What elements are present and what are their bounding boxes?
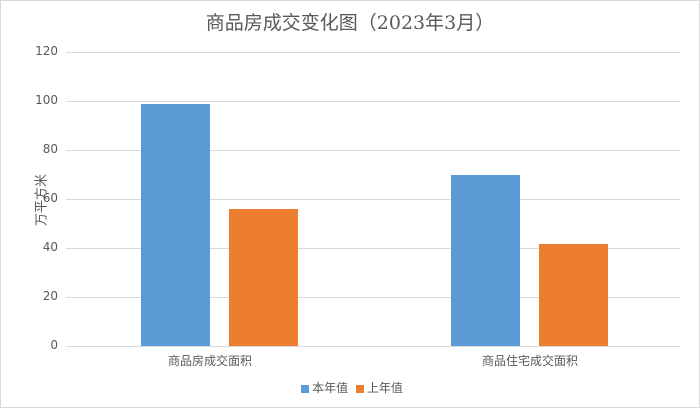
category-label: 商品房成交面积 <box>167 354 252 368</box>
bar <box>451 174 520 346</box>
gridline <box>66 199 680 200</box>
y-tick-label: 60 <box>42 191 58 205</box>
y-tick-label: 120 <box>35 44 58 58</box>
y-tick-label: 100 <box>35 93 58 107</box>
legend-swatch-current <box>301 384 310 393</box>
y-tick-label: 40 <box>42 240 58 254</box>
legend: 本年值 上年值 <box>0 379 700 396</box>
gridline <box>66 52 680 53</box>
gridline <box>66 248 680 249</box>
y-tick-label: 0 <box>50 338 58 352</box>
legend-swatch-previous <box>355 384 364 393</box>
bar <box>141 104 210 346</box>
category-label: 商品住宅成交面积 <box>481 354 578 368</box>
gridline <box>66 297 680 298</box>
gridline <box>66 346 680 347</box>
gridline <box>66 101 680 102</box>
bar <box>229 208 298 346</box>
legend-label-previous: 上年值 <box>366 381 403 395</box>
chart-title: 商品房成交变化图（2023年3月） <box>205 12 495 34</box>
gridline <box>66 150 680 151</box>
bar <box>539 244 608 346</box>
y-tick-label: 80 <box>42 142 58 156</box>
y-tick-label: 20 <box>42 289 58 303</box>
legend-label-current: 本年值 <box>312 381 349 395</box>
